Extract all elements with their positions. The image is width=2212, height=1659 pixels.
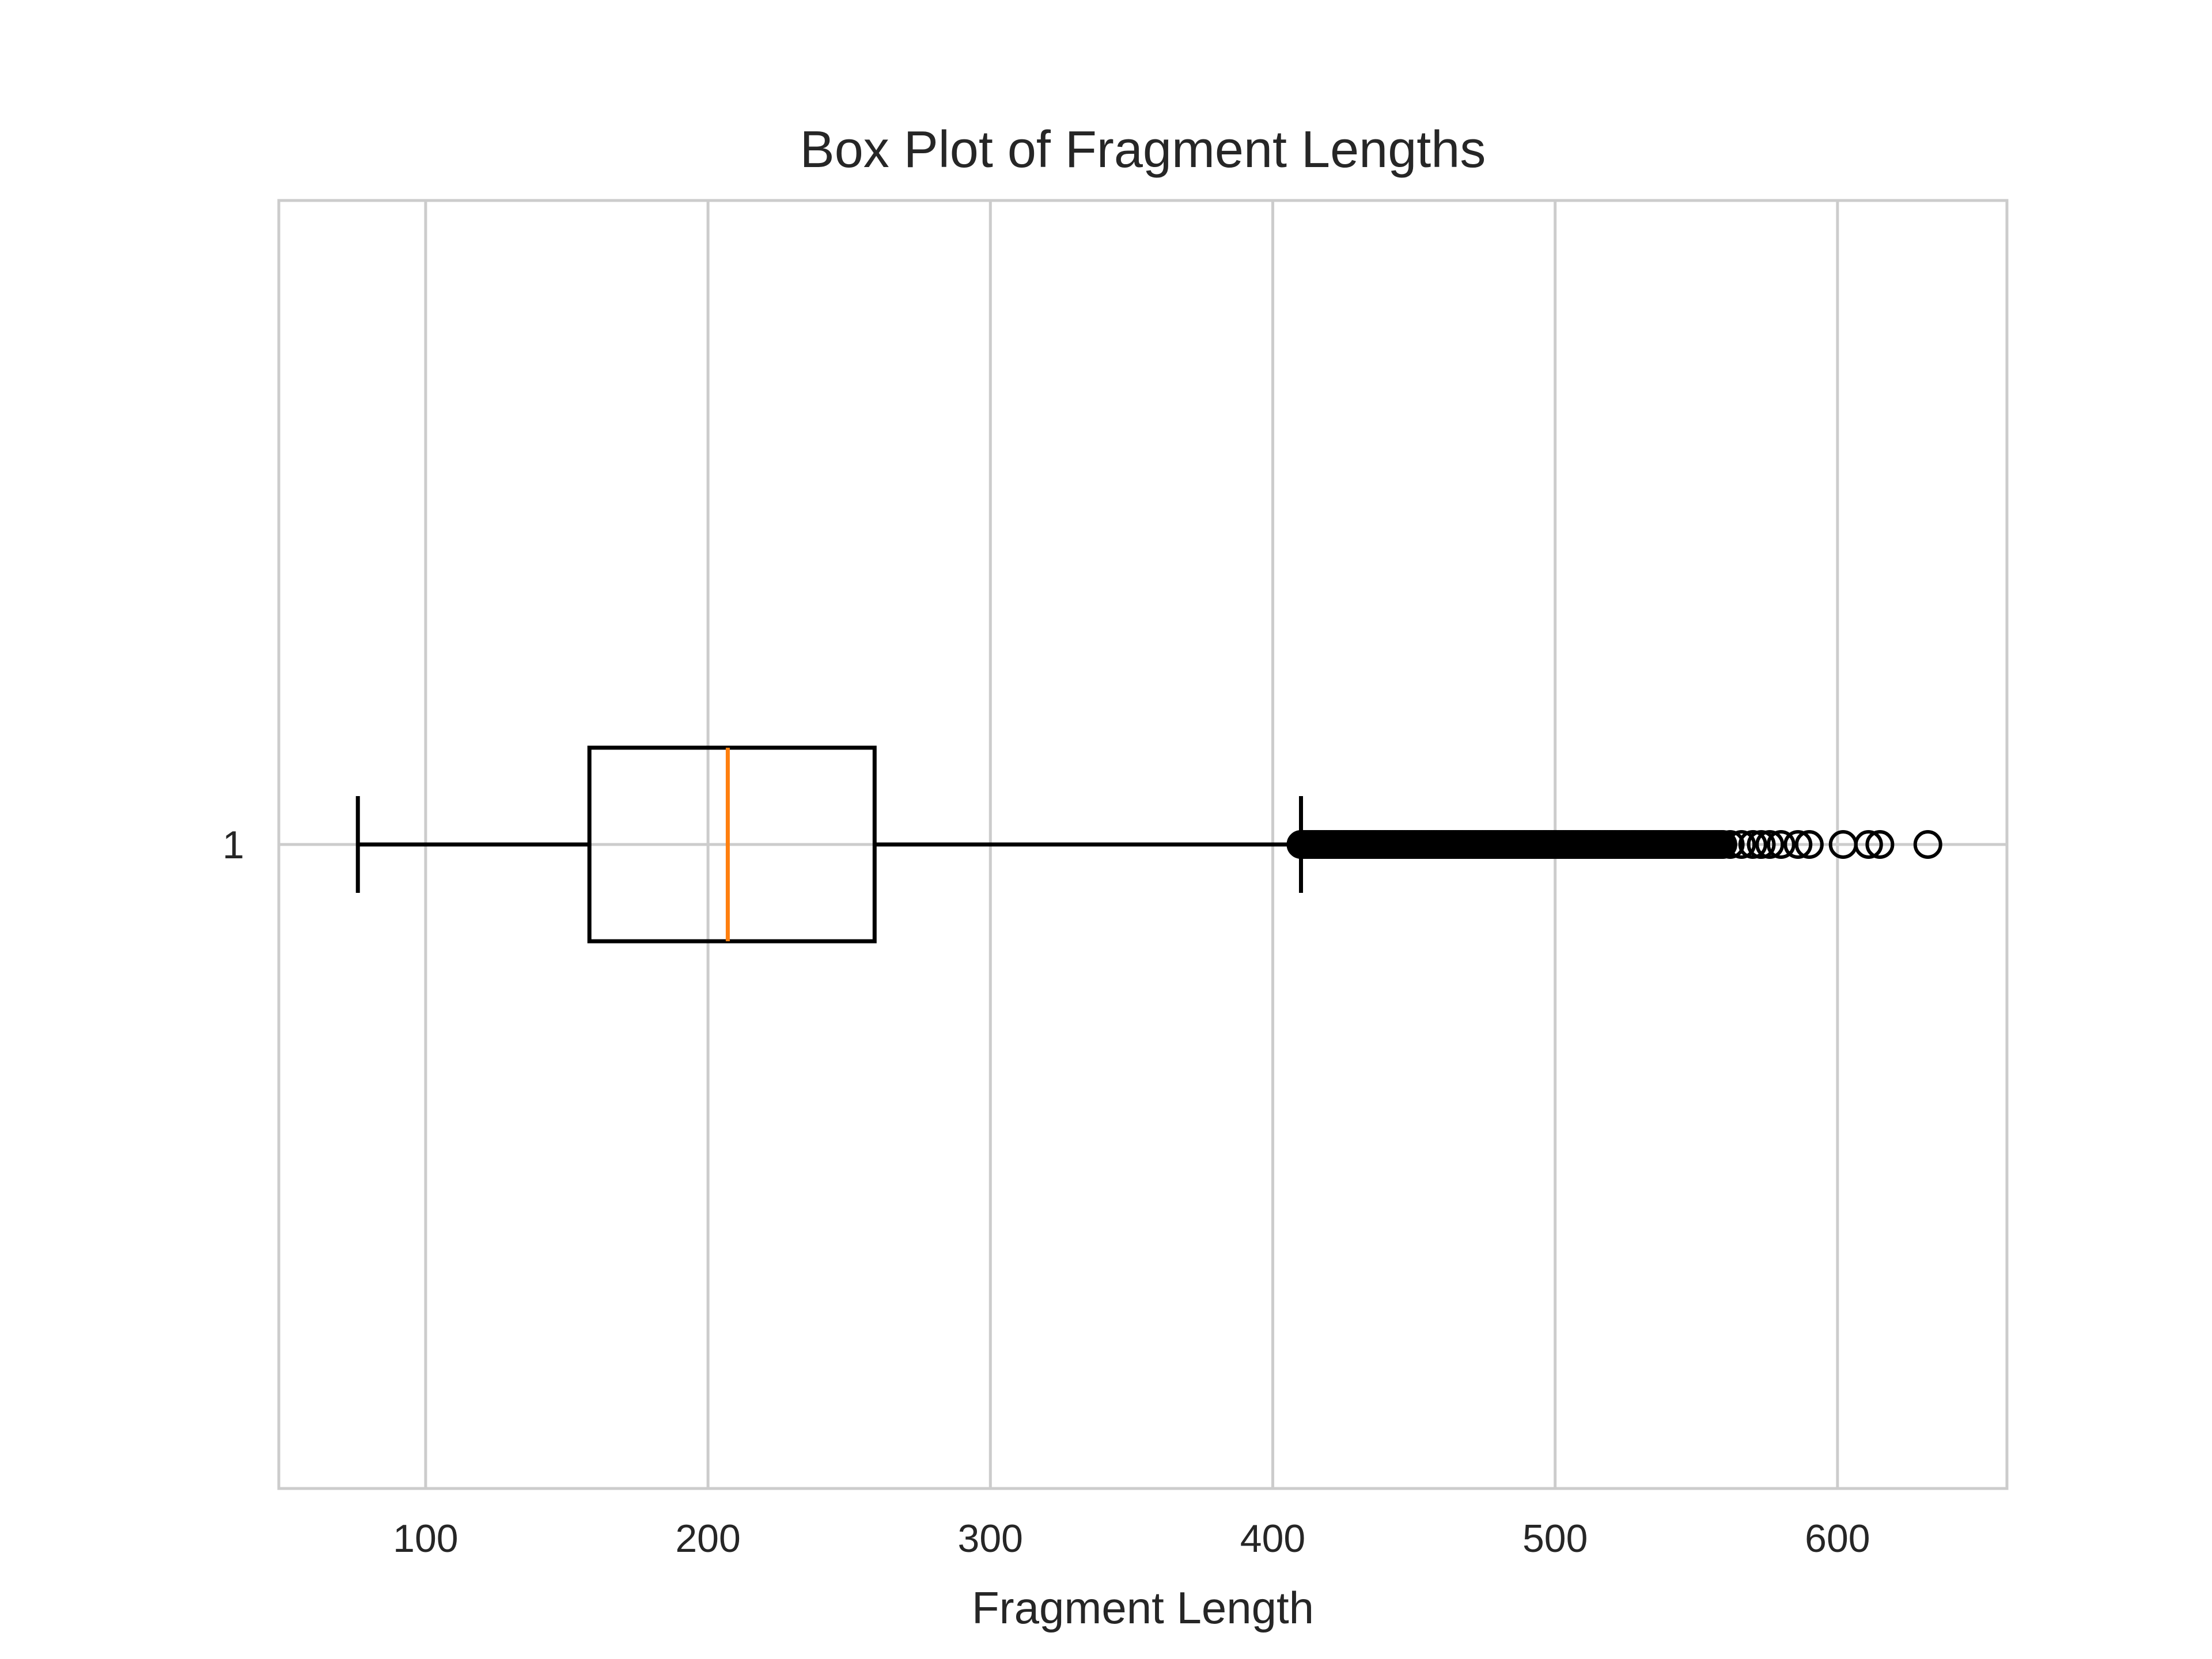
outlier-point	[1738, 830, 1767, 859]
plot-area	[355, 745, 1942, 944]
x-tick-label: 100	[393, 1517, 458, 1560]
x-tick-label: 300	[958, 1517, 1023, 1560]
y-axis-ticks: 1	[222, 823, 244, 867]
x-tick-label: 600	[1805, 1517, 1870, 1560]
x-tick-label: 400	[1240, 1517, 1305, 1560]
outlier-point	[1766, 830, 1796, 859]
outlier-point	[1783, 830, 1813, 859]
outlier-point	[1913, 830, 1942, 859]
x-axis-label: Fragment Length	[972, 1582, 1314, 1633]
x-tick-label: 500	[1522, 1517, 1588, 1560]
plot-border	[277, 199, 2009, 1490]
outlier-point	[1747, 830, 1776, 859]
iqr-box	[587, 745, 877, 944]
x-axis-ticks: 100 200 300 400 500 600	[393, 1517, 1870, 1560]
outlier-point	[1708, 830, 1737, 859]
outlier-point	[1727, 830, 1756, 859]
plot-frame	[277, 199, 2009, 1490]
outlier-point	[1794, 830, 1824, 859]
outlier-point	[1854, 830, 1883, 859]
outlier-point	[1755, 830, 1785, 859]
y-tick-label: 1	[222, 823, 244, 867]
x-tick-label: 200	[675, 1517, 740, 1560]
chart-title: Box Plot of Fragment Lengths	[800, 121, 1486, 179]
outlier-point	[1865, 830, 1895, 859]
outlier-point	[1715, 830, 1745, 859]
